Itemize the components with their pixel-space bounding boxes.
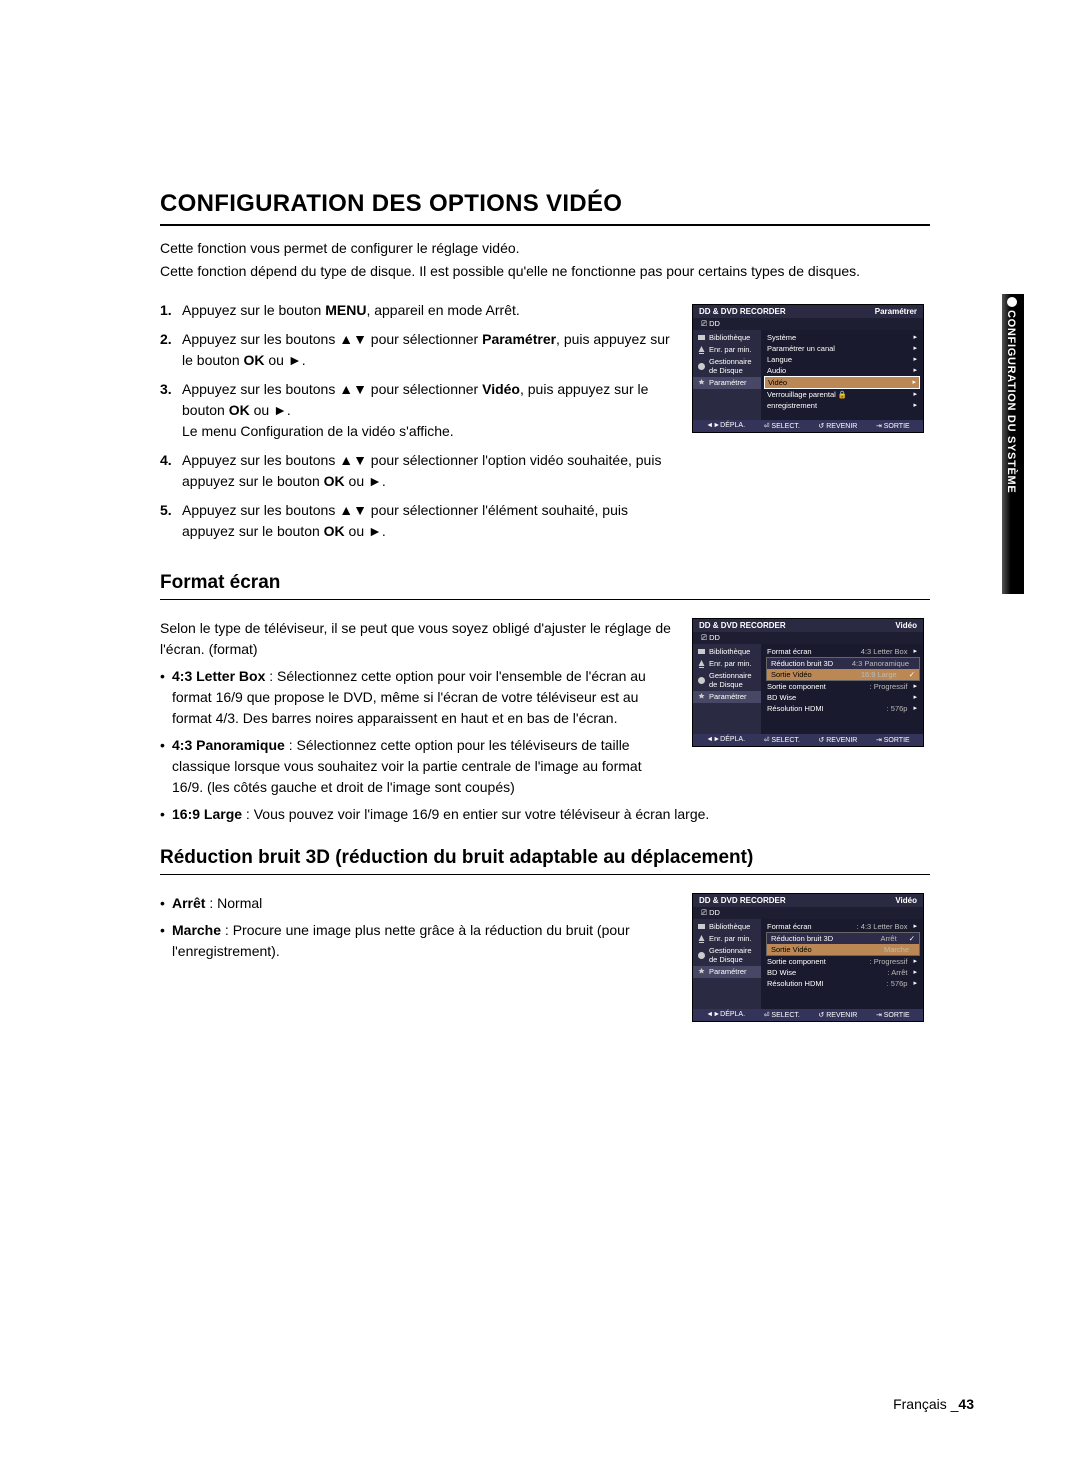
osd-nav-item: Enr. par min. xyxy=(693,344,761,356)
osd-nav-item: Gestionnaire de Disque xyxy=(693,356,761,377)
osd-subheader: ⎚ DD xyxy=(693,907,923,919)
osd-footer: ◄►DÉPLA.⏎ SELECT.↺ REVENIR⇥ SORTIE xyxy=(693,1009,923,1021)
osd-screenshot-format: DD & DVD RECORDERVidéo⎚ DDBibliothèqueEn… xyxy=(692,618,924,747)
osd-nav-item: Gestionnaire de Disque xyxy=(693,945,761,966)
osd-nav-item: Enr. par min. xyxy=(693,933,761,945)
osd-menu-line: Format écran4:3 Letter Box▸ xyxy=(764,646,920,657)
osd-left-nav: BibliothèqueEnr. par min.Gestionnaire de… xyxy=(693,330,761,420)
step-item: 4.Appuyez sur les boutons ▲▼ pour sélect… xyxy=(160,450,674,492)
intro-line-2: Cette fonction dépend du type de disque.… xyxy=(160,261,930,281)
intro-line-1: Cette fonction vous permet de configurer… xyxy=(160,238,930,258)
osd-menu-line: enregistrement▸ xyxy=(764,400,920,411)
osd-right-panel: Format écran: 4:3 Letter Box▸Réduction b… xyxy=(761,919,923,1009)
osd-sub-line: Réduction bruit 3D4:3 Panoramique xyxy=(767,658,919,669)
osd-nav-item: Bibliothèque xyxy=(693,921,761,933)
footer-page: 43 xyxy=(958,1396,974,1412)
osd-menu-line: Résolution HDMI: 576p▸ xyxy=(764,703,920,714)
side-tab-label: CONFIGURATION DU SYSTÈME xyxy=(1005,310,1017,493)
noise-row: Arrêt : Normal Marche : Procure une image… xyxy=(160,893,930,1026)
steps-text: 1.Appuyez sur le bouton MENU, appareil e… xyxy=(160,300,674,550)
osd-body: BibliothèqueEnr. par min.Gestionnaire de… xyxy=(693,330,923,420)
osd-menu-line: BD Wise: Arrêt▸ xyxy=(764,967,920,978)
osd-menu-line: Résolution HDMI: 576p▸ xyxy=(764,978,920,989)
osd-submenu: Réduction bruit 3D4:3 PanoramiqueSortie … xyxy=(766,657,920,681)
osd-nav-item: Paramétrer xyxy=(693,691,761,703)
osd-screenshot-parametrer: DD & DVD RECORDERParamétrer⎚ DDBibliothè… xyxy=(692,304,924,433)
steps-row: 1.Appuyez sur le bouton MENU, appareil e… xyxy=(160,300,930,550)
osd-menu-line: Sortie component: Progressif▸ xyxy=(764,956,920,967)
osd-menu-line: Format écran: 4:3 Letter Box▸ xyxy=(764,921,920,932)
osd-right-panel: Format écran4:3 Letter Box▸Réduction bru… xyxy=(761,644,923,734)
format-bullet: 4:3 Panoramique : Sélectionnez cette opt… xyxy=(160,735,674,798)
osd-body: BibliothèqueEnr. par min.Gestionnaire de… xyxy=(693,644,923,734)
noise-bullets: Arrêt : Normal Marche : Procure une image… xyxy=(160,893,674,962)
osd-left-nav: BibliothèqueEnr. par min.Gestionnaire de… xyxy=(693,919,761,1009)
osd-nav-item: Paramétrer xyxy=(693,377,761,389)
osd2-col: DD & DVD RECORDERVidéo⎚ DDBibliothèqueEn… xyxy=(692,618,930,804)
osd-subheader: ⎚ DD xyxy=(693,632,923,644)
format-text: Selon le type de téléviseur, il se peut … xyxy=(160,618,674,804)
step-item: 5.Appuyez sur les boutons ▲▼ pour sélect… xyxy=(160,500,674,542)
step-item: 2.Appuyez sur les boutons ▲▼ pour sélect… xyxy=(160,329,674,371)
osd-right-panel: Système▸Paramétrer un canal▸Langue▸Audio… xyxy=(761,330,923,420)
osd-nav-item: Paramétrer xyxy=(693,966,761,978)
osd-menu-line: BD Wise▸ xyxy=(764,692,920,703)
side-tab: CONFIGURATION DU SYSTÈME xyxy=(1002,294,1024,594)
format-bullet: 16:9 Large : Vous pouvez voir l'image 16… xyxy=(160,804,930,825)
osd1-col: DD & DVD RECORDERParamétrer⎚ DDBibliothè… xyxy=(692,300,930,550)
osd-header: DD & DVD RECORDERParamétrer xyxy=(693,305,923,318)
osd-menu-line: Audio▸ xyxy=(764,365,920,376)
page-content: CONFIGURATION DES OPTIONS VIDÉO Cette fo… xyxy=(160,190,930,1026)
page-title: CONFIGURATION DES OPTIONS VIDÉO xyxy=(160,190,930,226)
osd-menu-line: Système▸ xyxy=(764,332,920,343)
steps-list: 1.Appuyez sur le bouton MENU, appareil e… xyxy=(160,300,674,542)
osd-nav-item: Gestionnaire de Disque xyxy=(693,670,761,691)
osd-menu-line: Langue▸ xyxy=(764,354,920,365)
osd-nav-item: Bibliothèque xyxy=(693,332,761,344)
osd-sub-line: Sortie Vidéo16:9 Large xyxy=(767,669,919,680)
osd-header: DD & DVD RECORDERVidéo xyxy=(693,619,923,632)
osd-body: BibliothèqueEnr. par min.Gestionnaire de… xyxy=(693,919,923,1009)
osd-submenu: Réduction bruit 3DArrêtSortie VidéoMarch… xyxy=(766,932,920,956)
footer-lang: Français _ xyxy=(893,1396,958,1412)
osd-menu-line: Sortie component: Progressif▸ xyxy=(764,681,920,692)
osd-screenshot-noise: DD & DVD RECORDERVidéo⎚ DDBibliothèqueEn… xyxy=(692,893,924,1022)
format-bullet: 4:3 Letter Box : Sélectionnez cette opti… xyxy=(160,666,674,729)
osd-header: DD & DVD RECORDERVidéo xyxy=(693,894,923,907)
osd-sub-line: Sortie VidéoMarche xyxy=(767,944,919,955)
noise-text: Arrêt : Normal Marche : Procure une image… xyxy=(160,893,674,1026)
heading-format-ecran: Format écran xyxy=(160,572,930,600)
osd-sub-line: Réduction bruit 3DArrêt xyxy=(767,933,919,944)
format-intro: Selon le type de téléviseur, il se peut … xyxy=(160,618,674,660)
intro-block: Cette fonction vous permet de configurer… xyxy=(160,238,930,282)
osd-nav-item: Bibliothèque xyxy=(693,646,761,658)
osd-subheader: ⎚ DD xyxy=(693,318,923,330)
step-item: 3.Appuyez sur les boutons ▲▼ pour sélect… xyxy=(160,379,674,442)
osd-footer: ◄►DÉPLA.⏎ SELECT.↺ REVENIR⇥ SORTIE xyxy=(693,420,923,432)
osd-footer: ◄►DÉPLA.⏎ SELECT.↺ REVENIR⇥ SORTIE xyxy=(693,734,923,746)
osd3-col: DD & DVD RECORDERVidéo⎚ DDBibliothèqueEn… xyxy=(692,893,930,1026)
side-tab-dot xyxy=(1007,297,1017,307)
heading-reduction-bruit: Réduction bruit 3D (réduction du bruit a… xyxy=(160,847,930,875)
osd-menu-line: Verrouillage parental 🔒▸ xyxy=(764,389,920,400)
page-footer: Français _43 xyxy=(893,1396,974,1412)
osd-menu-line: Paramétrer un canal▸ xyxy=(764,343,920,354)
noise-bullet: Arrêt : Normal xyxy=(160,893,674,914)
format-row: Selon le type de téléviseur, il se peut … xyxy=(160,618,930,804)
format-bullets-wide: 16:9 Large : Vous pouvez voir l'image 16… xyxy=(160,804,930,825)
osd-menu-line: Vidéo▸ xyxy=(764,376,920,389)
format-bullets: 4:3 Letter Box : Sélectionnez cette opti… xyxy=(160,666,674,798)
osd-left-nav: BibliothèqueEnr. par min.Gestionnaire de… xyxy=(693,644,761,734)
step-item: 1.Appuyez sur le bouton MENU, appareil e… xyxy=(160,300,674,321)
noise-bullet: Marche : Procure une image plus nette gr… xyxy=(160,920,674,962)
osd-nav-item: Enr. par min. xyxy=(693,658,761,670)
